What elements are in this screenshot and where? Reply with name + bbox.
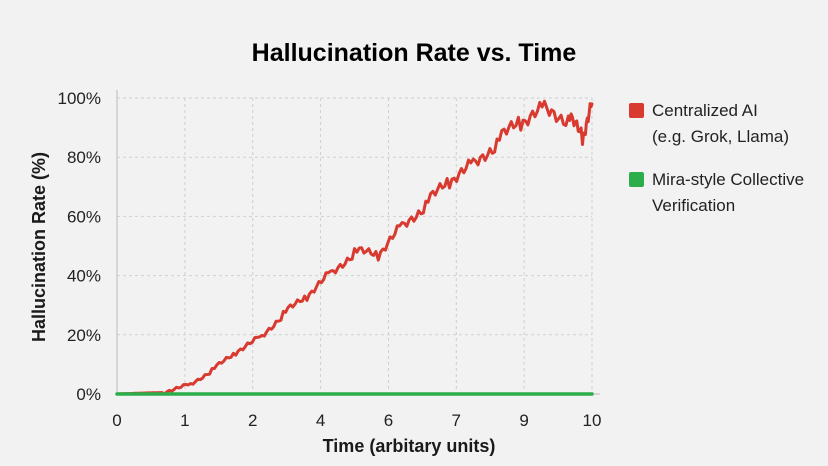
legend-label: (e.g. Grok, Llama) bbox=[652, 127, 789, 146]
y-tick-label: 60% bbox=[67, 207, 101, 226]
x-tick-label: 1 bbox=[180, 411, 189, 430]
legend: Centralized AI (e.g. Grok, Llama) Mira-sty… bbox=[629, 101, 804, 215]
legend-swatch bbox=[629, 103, 644, 118]
axes bbox=[116, 90, 600, 395]
series-layer bbox=[115, 99, 594, 396]
legend-label: Mira-style Collective bbox=[652, 170, 804, 189]
y-tick-label: 40% bbox=[67, 267, 101, 286]
x-tick-label: 4 bbox=[316, 411, 325, 430]
x-axis-label: Time (arbitary units) bbox=[323, 436, 496, 456]
x-tick-label: 7 bbox=[452, 411, 461, 430]
y-tick-label: 100% bbox=[58, 89, 101, 108]
legend-label: Verification bbox=[652, 196, 735, 215]
chart-title: Hallucination Rate vs. Time bbox=[252, 39, 577, 67]
x-tick-label: 6 bbox=[384, 411, 393, 430]
grid bbox=[116, 97, 593, 395]
y-axis-label: Hallucination Rate (%) bbox=[29, 152, 49, 342]
y-tick-label: 0% bbox=[76, 385, 101, 404]
x-tick-label: 9 bbox=[519, 411, 528, 430]
y-tick-label: 20% bbox=[67, 326, 101, 345]
x-tick-label: 2 bbox=[248, 411, 257, 430]
x-tick-label: 0 bbox=[112, 411, 121, 430]
legend-swatch bbox=[629, 172, 644, 187]
legend-label: Centralized AI bbox=[652, 101, 758, 120]
x-tick-label: 10 bbox=[583, 411, 602, 430]
series-line-centralized-ai bbox=[115, 99, 594, 396]
y-tick-label: 80% bbox=[67, 148, 101, 167]
tick-labels: 0% 20% 40% 60% 80% 100% 0 1 2 4 6 7 9 10 bbox=[58, 89, 602, 430]
